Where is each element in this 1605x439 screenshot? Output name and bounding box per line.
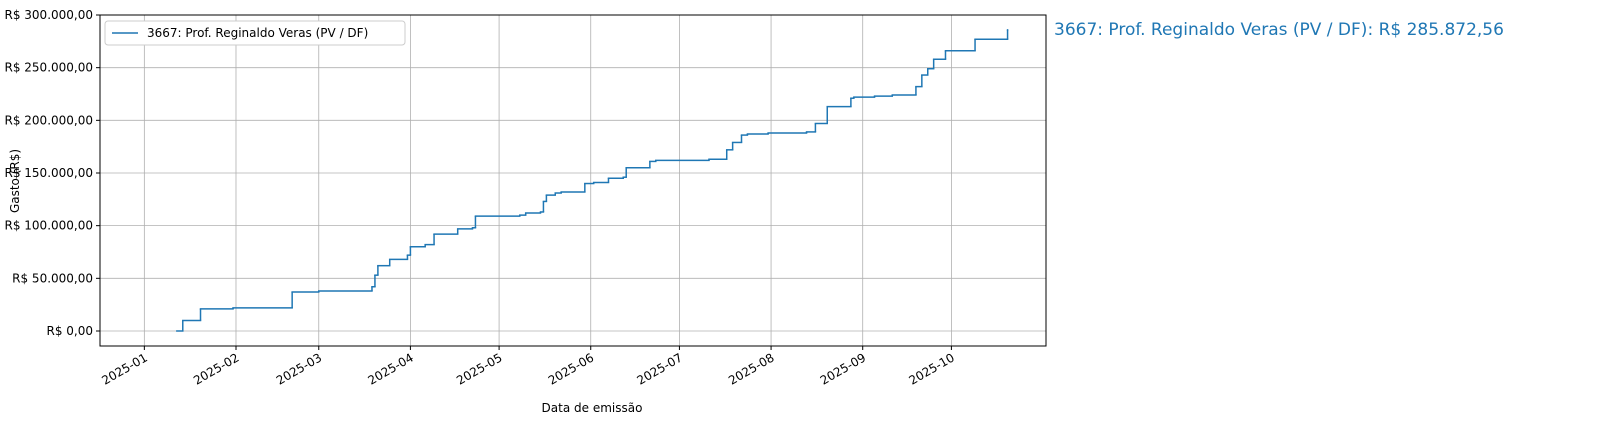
plot-frame — [99, 14, 1047, 347]
legend-box — [104, 20, 406, 46]
y-tick-label: R$ 0,00 — [46, 324, 93, 338]
x-tick-label: 2025-01 — [99, 350, 149, 387]
x-tick-label: 2025-08 — [726, 350, 776, 387]
y-tick-label: R$ 50.000,00 — [12, 271, 93, 285]
y-tick-label: R$ 250.000,00 — [5, 61, 94, 75]
legend-label: 3667: Prof. Reginaldo Veras (PV / DF) — [147, 26, 368, 40]
annotation: 3667: Prof. Reginaldo Veras (PV / DF): R… — [1054, 20, 1504, 40]
y-tick-label: R$ 100.000,00 — [5, 219, 94, 233]
x-tick-label: 2025-09 — [818, 350, 868, 387]
y-tick-label: R$ 150.000,00 — [5, 166, 94, 180]
x-tick-label: 2025-06 — [546, 350, 596, 387]
x-tick-label: 2025-10 — [906, 350, 956, 387]
series-line — [176, 29, 1009, 332]
y-tick-label: R$ 300.000,00 — [5, 8, 94, 22]
x-tick-label: 2025-05 — [454, 350, 504, 387]
x-axis-label: Data de emissão — [542, 401, 643, 415]
x-tick-label: 2025-02 — [191, 350, 241, 387]
x-tick-label: 2025-04 — [365, 350, 415, 387]
x-tick-label: 2025-03 — [274, 350, 324, 387]
y-axis-label: Gasto (R$) — [8, 149, 22, 213]
x-tick-label: 2025-07 — [635, 350, 685, 387]
legend: 3667: Prof. Reginaldo Veras (PV / DF) — [104, 20, 406, 46]
y-tick-label: R$ 200.000,00 — [5, 113, 94, 127]
